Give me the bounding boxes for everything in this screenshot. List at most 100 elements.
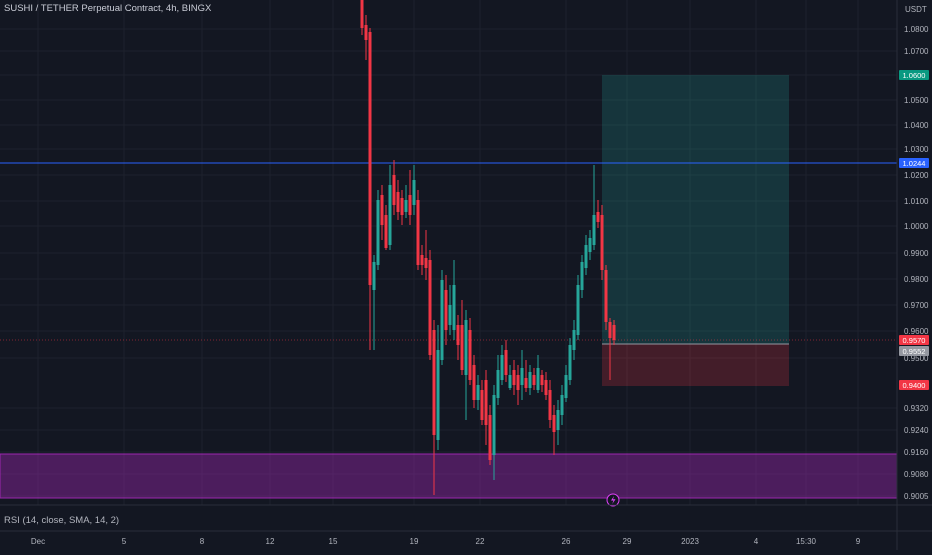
candle-body <box>492 395 496 455</box>
candle-body <box>512 370 516 385</box>
candle-body <box>484 380 488 425</box>
candle-body <box>548 390 552 420</box>
svg-text:0.9400: 0.9400 <box>903 381 926 390</box>
time-tick-label: 29 <box>623 537 632 546</box>
candle-body <box>596 212 600 222</box>
candle-body <box>384 215 388 248</box>
price-tick-label: 0.9800 <box>904 275 929 284</box>
price-axis[interactable]: USDT 1.0800 1.0700 1.0600 1.0500 1.0400 1.030… <box>904 5 929 501</box>
price-tick-label: 1.0200 <box>904 171 929 180</box>
time-tick-label: 4 <box>754 537 759 546</box>
candle-body <box>572 330 576 350</box>
candle-body <box>432 330 436 435</box>
time-tick-label: 15 <box>329 537 338 546</box>
target-zone[interactable] <box>602 75 789 344</box>
candle-body <box>536 368 540 390</box>
price-tick-label: 1.0400 <box>904 121 929 130</box>
candle-body <box>388 185 392 245</box>
price-tick-label: 1.0800 <box>904 25 929 34</box>
candle-body <box>428 260 432 355</box>
price-tick-label: 0.9500 <box>904 354 929 363</box>
time-tick-label: 12 <box>266 537 275 546</box>
price-tick-label: 0.9160 <box>904 448 929 457</box>
time-tick-label: 9 <box>856 537 861 546</box>
candle-body <box>372 262 376 290</box>
candle-body <box>588 238 592 252</box>
candle-body <box>584 245 588 268</box>
candle-body <box>576 285 580 335</box>
candle-body <box>440 280 444 360</box>
candle-body <box>444 290 448 330</box>
candles <box>360 0 616 495</box>
time-tick-label: 5 <box>122 537 127 546</box>
price-tick-label: 0.9320 <box>904 404 929 413</box>
currency-label: USDT <box>905 5 927 14</box>
price-tick-label: 1.0700 <box>904 47 929 56</box>
candle-body <box>504 350 508 375</box>
time-tick-label: 8 <box>200 537 205 546</box>
candle-body <box>524 378 528 388</box>
candle-body <box>480 390 484 420</box>
candle-body <box>508 375 512 388</box>
price-label-blue-line: 1.0244 <box>899 158 929 168</box>
candle-body <box>380 195 384 225</box>
rsi-indicator-label[interactable]: RSI (14, close, SMA, 14, 2) <box>4 515 120 526</box>
time-tick-label: 2023 <box>681 537 699 546</box>
candle-body <box>364 25 368 40</box>
price-tick-label: 0.9700 <box>904 301 929 310</box>
svg-text:1.0600: 1.0600 <box>903 71 926 80</box>
candle-body <box>420 255 424 265</box>
candle-body <box>452 285 456 330</box>
candle-body <box>448 305 452 325</box>
candle-body <box>540 375 544 385</box>
candle-body <box>568 345 572 380</box>
svg-text:0.9552: 0.9552 <box>903 347 926 356</box>
time-tick-label: 22 <box>476 537 485 546</box>
candle-body <box>404 200 408 212</box>
candle-body <box>472 365 476 400</box>
candle-body <box>368 32 372 285</box>
candle-body <box>544 380 548 395</box>
price-label-entry: 0.9552 <box>899 346 929 356</box>
candle-body <box>488 415 492 460</box>
time-tick-label: 19 <box>410 537 419 546</box>
price-tick-label: 1.0100 <box>904 197 929 206</box>
candle-body <box>464 320 468 375</box>
candle-body <box>436 350 440 440</box>
price-tick-label: 1.0000 <box>904 222 929 231</box>
price-tick-label: 1.0500 <box>904 96 929 105</box>
candle-body <box>496 370 500 398</box>
price-tick-label: 0.9900 <box>904 249 929 258</box>
candle-body <box>532 375 536 385</box>
time-tick-label: 15:30 <box>796 537 817 546</box>
chart-title[interactable]: SUSHI / TETHER Perpetual Contract, 4h, B… <box>4 3 212 14</box>
candle-body <box>416 200 420 265</box>
candle-body <box>560 395 564 415</box>
candle-body <box>580 262 584 290</box>
candle-body <box>556 410 560 430</box>
support-zone <box>0 453 898 499</box>
candle-body <box>612 325 616 340</box>
price-label-current: 0.9570 <box>899 335 929 345</box>
candle-body <box>516 375 520 390</box>
candle-body <box>456 325 460 345</box>
lightning-icon <box>611 496 616 504</box>
candle-body <box>400 198 404 215</box>
price-tick-label: 0.9005 <box>904 492 929 501</box>
candle-body <box>476 385 480 400</box>
time-axis[interactable]: Dec 5 8 12 15 19 22 26 29 2023 4 15:30 9 <box>31 537 861 546</box>
candle-body <box>500 355 504 380</box>
candle-body <box>412 180 416 205</box>
stop-zone[interactable] <box>602 344 789 386</box>
price-tick-label: 0.9240 <box>904 426 929 435</box>
svg-text:0.9570: 0.9570 <box>903 336 926 345</box>
candle-body <box>564 375 568 398</box>
price-tick-label: 0.9080 <box>904 470 929 479</box>
price-label-target: 1.0600 <box>899 70 929 80</box>
candle-body <box>424 258 428 268</box>
candle-body <box>592 215 596 245</box>
candle-body <box>396 192 400 212</box>
candle-body <box>520 368 524 385</box>
